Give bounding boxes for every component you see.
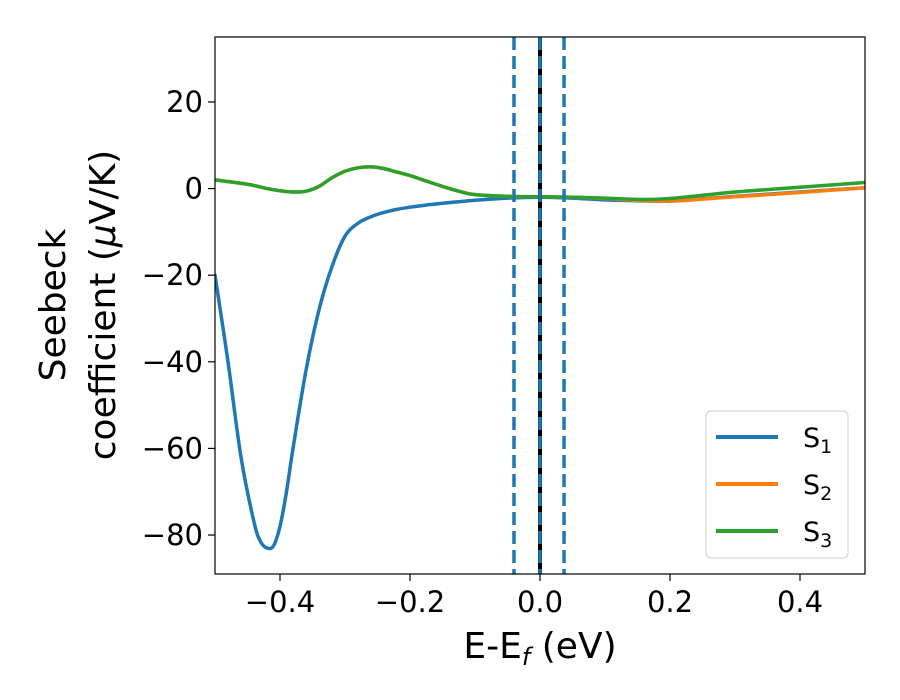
- y-tick-label: −40: [142, 345, 203, 379]
- y-tick-label: −60: [142, 431, 203, 465]
- y-axis-title: Seebeck coefficient (μV/K): [33, 150, 124, 460]
- y-axis-title-line2: coefficient (μV/K): [83, 150, 124, 460]
- y-tick-label: −20: [142, 258, 203, 292]
- y-tick-label: 0: [185, 172, 203, 206]
- x-tick-label: −0.4: [245, 585, 315, 619]
- series-line-s3: [215, 165, 865, 202]
- legend: S1 S2 S3: [705, 410, 849, 559]
- x-axis-title: E-Ef (eV): [463, 626, 616, 671]
- axis-ticks: −0.4 −0.2 0.0 0.2 0.4 20 0 −20 −40 −60 −80: [142, 85, 823, 619]
- legend-label-s1: S1: [803, 423, 832, 458]
- legend-label-s2: S2: [803, 470, 832, 505]
- x-tick-label: 0.4: [777, 585, 823, 619]
- y-tick-label: −80: [142, 518, 203, 552]
- y-axis-title-line1: Seebeck: [33, 228, 74, 381]
- x-tick-label: 0.0: [517, 585, 563, 619]
- y-tick-label: 20: [166, 85, 203, 119]
- legend-label-s3: S3: [803, 517, 832, 552]
- x-tick-label: −0.2: [375, 585, 445, 619]
- plot-area: [215, 37, 865, 574]
- x-tick-label: 0.2: [647, 585, 693, 619]
